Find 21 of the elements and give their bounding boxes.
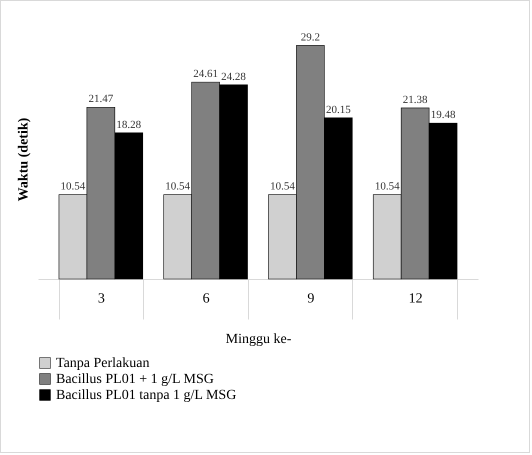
y-axis-title: Waktu (detik) (16, 117, 32, 202)
x-axis-title: Minggu ke- (226, 332, 292, 347)
x-tick-label: 6 (202, 292, 210, 306)
x-tick-label: 12 (408, 292, 423, 306)
x-tick-label: 9 (307, 292, 314, 306)
data-label: 18.28 (116, 118, 142, 131)
data-label: 29.2 (300, 31, 320, 44)
legend-label: Tanpa Perlakuan (56, 356, 150, 371)
data-label: 24.61 (193, 68, 218, 80)
data-label: 21.38 (402, 94, 428, 106)
data-label: 10.54 (165, 180, 191, 193)
data-label: 20.15 (326, 104, 352, 116)
data-label: 10.54 (374, 180, 400, 193)
data-label: 21.47 (88, 93, 114, 106)
data-label: 10.54 (60, 180, 86, 193)
x-tick-label: 3 (98, 292, 105, 306)
data-label: 24.28 (221, 70, 246, 83)
data-label: 10.54 (270, 180, 296, 193)
legend-label: Bacillus PL01 tanpa 1 g/L MSG (56, 388, 236, 403)
legend-label: Bacillus PL01 + 1 g/L MSG (56, 372, 214, 387)
data-label: 19.48 (430, 109, 456, 122)
